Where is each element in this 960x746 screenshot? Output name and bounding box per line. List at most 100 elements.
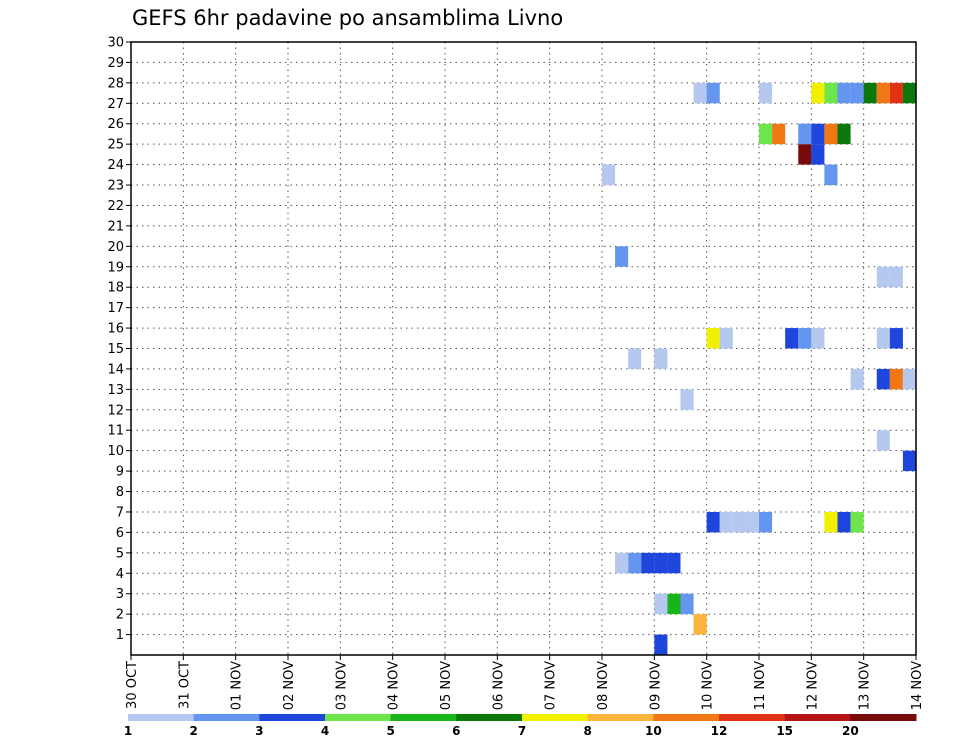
y-tick-label: 29: [107, 56, 124, 71]
legend-label: 12: [711, 724, 728, 738]
x-tick-label: 12 NOV: [805, 661, 820, 710]
y-tick-label: 13: [107, 383, 124, 398]
y-tick-label: 11: [107, 424, 124, 439]
heatmap-cell: [798, 328, 812, 349]
heatmap-cell: [680, 389, 694, 410]
heatmap-cell: [759, 511, 773, 533]
y-tick-label: 25: [107, 138, 124, 153]
chart-title: GEFS 6hr padavine po ansamblima Livno: [132, 6, 564, 30]
y-tick-label: 6: [116, 526, 124, 541]
heatmap-cell: [706, 82, 720, 104]
legend-swatch: [128, 714, 195, 721]
heatmap-cell: [615, 246, 629, 267]
heatmap-cell: [850, 511, 864, 533]
y-tick-label: 19: [107, 260, 124, 275]
y-tick-label: 16: [107, 322, 124, 337]
heatmap-cell: [667, 552, 681, 574]
heatmap-cell: [889, 368, 903, 390]
y-tick-label: 1: [116, 628, 124, 643]
x-tick-label: 08 NOV: [596, 661, 611, 710]
heatmap-cell: [732, 511, 746, 533]
y-tick-label: 12: [107, 403, 124, 418]
heatmap-cell: [641, 552, 655, 574]
heatmap-cell: [850, 82, 864, 104]
heatmap-cell: [602, 164, 616, 186]
y-axis: 1234567891011121314151617181920212223242…: [107, 36, 131, 643]
x-tick-label: 04 NOV: [387, 661, 402, 710]
heatmap-cell: [759, 82, 773, 104]
heatmap-cell: [654, 348, 668, 369]
y-tick-label: 23: [107, 179, 124, 194]
x-tick-label: 14 NOV: [910, 661, 925, 710]
heatmap-cell: [902, 368, 916, 390]
heatmap-cell: [654, 634, 668, 655]
x-tick-label: 06 NOV: [491, 661, 506, 710]
legend-swatch: [325, 714, 392, 721]
legend-swatch: [390, 714, 457, 721]
y-tick-label: 28: [107, 76, 124, 91]
y-tick-label: 22: [107, 199, 124, 214]
heatmap-cell: [667, 593, 681, 615]
y-tick-label: 10: [107, 444, 124, 459]
heatmap-cell: [902, 82, 916, 104]
y-tick-label: 24: [107, 158, 124, 173]
heatmap-cell: [824, 164, 838, 186]
legend-label: 7: [518, 724, 526, 738]
x-axis: 30 OCT 31 OCT 01 NOV 02 NOV 03 NOV 04 NOV 05 N…: [125, 655, 925, 710]
y-tick-label: 4: [116, 567, 124, 582]
y-tick-label: 27: [107, 97, 124, 112]
heatmap-cell: [889, 82, 903, 104]
heatmap-cell: [811, 123, 825, 145]
legend-label: 1: [124, 724, 132, 738]
x-tick-label: 10 NOV: [701, 661, 716, 710]
heatmap-cell: [863, 82, 877, 104]
y-tick-label: 30: [107, 36, 124, 51]
legend-swatch: [719, 714, 786, 721]
y-tick-label: 2: [116, 608, 124, 623]
legend-label: 8: [583, 724, 591, 738]
heatmap-cell: [628, 552, 642, 574]
legend-label: 4: [321, 724, 329, 738]
heatmap-cell: [876, 266, 890, 288]
legend-swatch: [193, 714, 260, 721]
heatmap-cell: [693, 82, 707, 104]
color-legend: 1 2 3 4 5 6 7 8 10 12 15 20: [124, 714, 917, 738]
x-tick-label: 31 OCT: [177, 661, 192, 709]
heatmap-cell: [850, 368, 864, 390]
heatmap-cell: [837, 123, 851, 145]
heatmap-cell: [654, 552, 668, 574]
y-tick-label: 15: [107, 342, 124, 357]
heatmap-cell: [719, 511, 733, 533]
x-tick-label: 02 NOV: [282, 661, 297, 710]
heatmap-cell: [785, 328, 799, 349]
y-tick-label: 26: [107, 117, 124, 132]
x-tick-label: 03 NOV: [334, 661, 349, 710]
heatmap-cell: [889, 266, 903, 288]
heatmap-cell: [654, 593, 668, 615]
legend-label: 6: [452, 724, 460, 738]
heatmap-cell: [719, 328, 733, 349]
legend-label: 3: [255, 724, 263, 738]
heatmap-cell: [811, 328, 825, 349]
legend-swatch: [784, 714, 851, 721]
heatmap-cell: [772, 123, 786, 145]
y-tick-label: 17: [107, 301, 124, 316]
x-tick-label: 01 NOV: [230, 661, 245, 710]
legend-label: 10: [645, 724, 662, 738]
y-tick-label: 5: [116, 546, 124, 561]
y-tick-label: 14: [107, 362, 124, 377]
heatmap-cell: [706, 511, 720, 533]
heatmap-cell: [876, 430, 890, 451]
heatmap-cell: [798, 144, 812, 165]
heatmap-cell: [706, 328, 720, 349]
legend-swatch: [456, 714, 523, 721]
heatmap-cell: [876, 368, 890, 390]
heatmap-cell: [837, 82, 851, 104]
heatmap-cell: [745, 511, 759, 533]
heatmap-cell: [824, 511, 838, 533]
heatmap-cell: [615, 552, 629, 574]
heatmap-cell: [889, 328, 903, 349]
legend-swatch: [259, 714, 326, 721]
